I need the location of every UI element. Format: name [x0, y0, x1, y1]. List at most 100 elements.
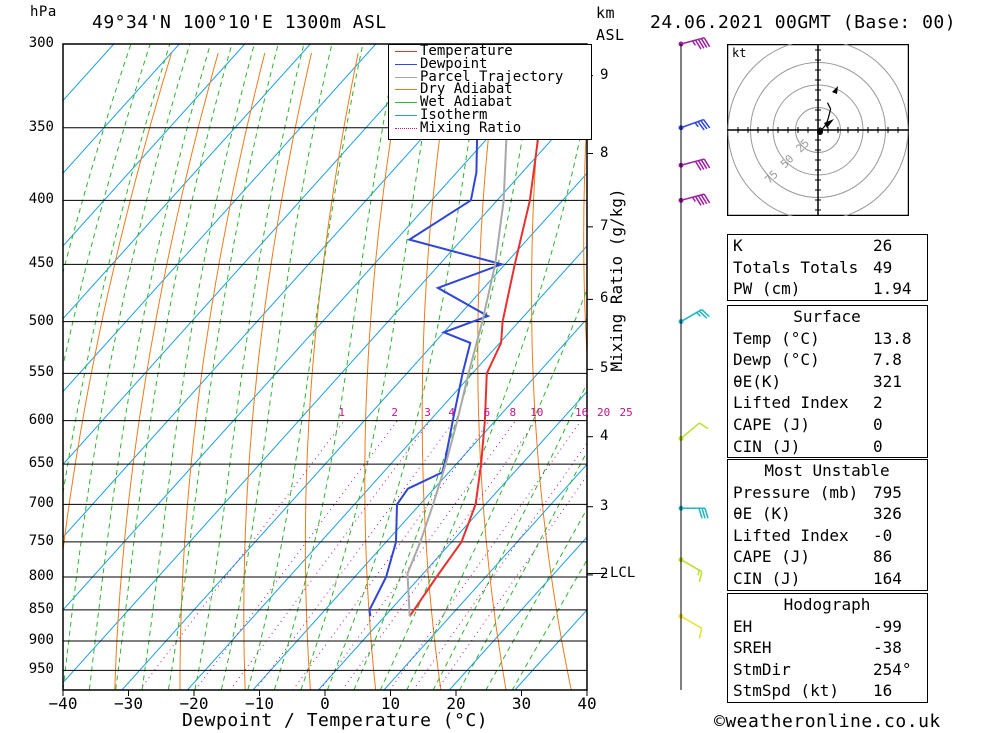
table-row: Totals Totals 49 — [728, 257, 927, 279]
mixing-ratio-line — [319, 420, 516, 690]
wind-barb — [678, 422, 709, 441]
mixing-ratio-line — [341, 420, 537, 690]
isotherm-line — [63, 44, 442, 466]
wind-barb-flag — [698, 422, 709, 430]
mixing-ratio-tick-label: 3 — [424, 405, 431, 419]
wind-barb — [678, 613, 703, 639]
index-name: Dewp (°C) — [733, 350, 820, 370]
wet-adiabat-line — [141, 44, 255, 690]
pressure-tick-label: 900 — [28, 631, 54, 648]
wind-barb-staff — [680, 158, 705, 166]
legend-item: Parcel Trajectory — [389, 70, 591, 83]
pressure-tick-label: 850 — [28, 600, 54, 617]
legend-label: Dry Adiabat — [420, 81, 513, 98]
table-header-row: Hodograph — [728, 594, 927, 616]
index-value: 254° — [873, 659, 912, 679]
index-name: EH — [733, 616, 753, 636]
index-value: 2 — [873, 393, 883, 413]
table-row: StmDir 254° — [728, 659, 927, 681]
indices-general-table: K 26 Totals Totals 49 PW (cm) 1.94 — [727, 234, 928, 301]
mixing-ratio-tick-label: 10 — [530, 405, 544, 419]
wind-barb-half-flag — [697, 570, 700, 576]
indices-most-unstable-table: Most Unstable Pressure (mb) 795 θE (K) 326 Li… — [727, 459, 928, 591]
wet-adiabat-line — [379, 101, 587, 690]
legend-label: Dewpoint — [420, 55, 488, 72]
index-name: K — [733, 236, 743, 255]
height-tick-label: 2 — [600, 565, 609, 582]
legend-swatch — [395, 76, 417, 78]
isotherm-line — [383, 463, 587, 690]
height-tick-label: 3 — [600, 497, 609, 514]
wind-barbs — [678, 37, 711, 639]
legend-swatch — [395, 102, 417, 104]
table-row: Dewp (°C) 7.8 — [728, 349, 927, 371]
wind-barb-half-flag — [696, 312, 701, 317]
legend-item: Wet Adiabat — [389, 94, 591, 111]
mixing-ratio-line — [139, 420, 345, 690]
temperature-tick-label: −40 — [48, 694, 78, 713]
table-row: CAPE (J) 86 — [728, 546, 927, 568]
wind-barb-half-flag — [691, 40, 696, 46]
wind-barb-flag — [694, 196, 702, 206]
index-name: CAPE (J) — [733, 414, 811, 434]
legend-item: Dry Adiabat — [389, 83, 591, 96]
wind-barb-flag — [697, 38, 705, 49]
isotherm-line — [63, 44, 246, 247]
legend-swatch — [395, 51, 417, 52]
legend-item: Temperature — [389, 44, 591, 58]
pressure-tick-label: 350 — [28, 118, 54, 135]
index-value: 0 — [873, 436, 883, 456]
legend-label: Mixing Ratio — [420, 119, 522, 136]
hodograph-end-arrow — [832, 86, 838, 94]
mixing-ratio-line — [389, 420, 582, 690]
isotherm-line — [63, 99, 587, 684]
index-value: 26 — [873, 236, 893, 255]
pressure-tick-label: 500 — [28, 312, 54, 329]
table-row: Lifted Index -0 — [728, 525, 927, 547]
wind-barb-staff — [680, 559, 703, 573]
table-header-row: Most Unstable — [728, 460, 927, 482]
wind-barb-staff — [680, 615, 703, 629]
table-header-row: Surface — [728, 306, 927, 328]
wind-barb — [678, 118, 711, 131]
table-section-title: Hodograph — [783, 595, 871, 614]
wind-barb — [678, 308, 710, 325]
series-dewpoint — [368, 44, 505, 617]
wind-barb-flag — [700, 120, 708, 130]
wind-barb — [678, 557, 703, 583]
wind-barb-flag — [704, 508, 709, 519]
index-value: -99 — [873, 616, 902, 636]
index-name: Lifted Index — [733, 393, 849, 413]
table-row: SREH -38 — [728, 637, 927, 659]
table-row: Pressure (mb) 795 — [728, 482, 927, 504]
table-row: CIN (J) 164 — [728, 568, 927, 590]
wind-barb-flag — [703, 158, 711, 169]
wet-adiabat-line — [115, 44, 233, 690]
legend-label: Wet Adiabat — [420, 94, 513, 111]
index-name: θE (K) — [733, 504, 791, 524]
temperature-tick-label: −20 — [179, 694, 209, 713]
wind-barb-flag — [698, 508, 703, 519]
wind-barb — [678, 37, 711, 50]
hodograph-origin-dot — [817, 129, 823, 135]
height-tick-label: 8 — [600, 144, 609, 161]
pressure-unit-label: hPa — [30, 4, 57, 20]
table-section-title: Surface — [793, 307, 861, 326]
mixing-ratio-tick-label: 4 — [448, 405, 455, 419]
mixing-ratio-axis-label: Mixing Ratio (g/kg) — [607, 188, 626, 371]
isotherm-line — [63, 44, 377, 393]
dry-adiabat-line — [114, 52, 219, 690]
wind-barb-flag — [697, 195, 705, 205]
wind-barb — [678, 505, 709, 519]
temperature-tick-label: 40 — [577, 694, 597, 713]
mixing-ratio-line — [255, 420, 455, 690]
wind-barb-half-flag — [691, 196, 696, 203]
index-name: CIN (J) — [733, 436, 801, 456]
indices-hodograph-table: Hodograph EH -99 SREH -38 StmDir 254° StmSpd (k… — [727, 593, 928, 703]
pressure-tick-label: 700 — [28, 495, 54, 512]
table-row: K 26 — [728, 235, 927, 257]
index-name: θE(K) — [733, 371, 782, 391]
datetime-title: 24.06.2021 00GMT (Base: 00) — [650, 12, 957, 33]
mixing-ratio-lines — [139, 420, 587, 690]
